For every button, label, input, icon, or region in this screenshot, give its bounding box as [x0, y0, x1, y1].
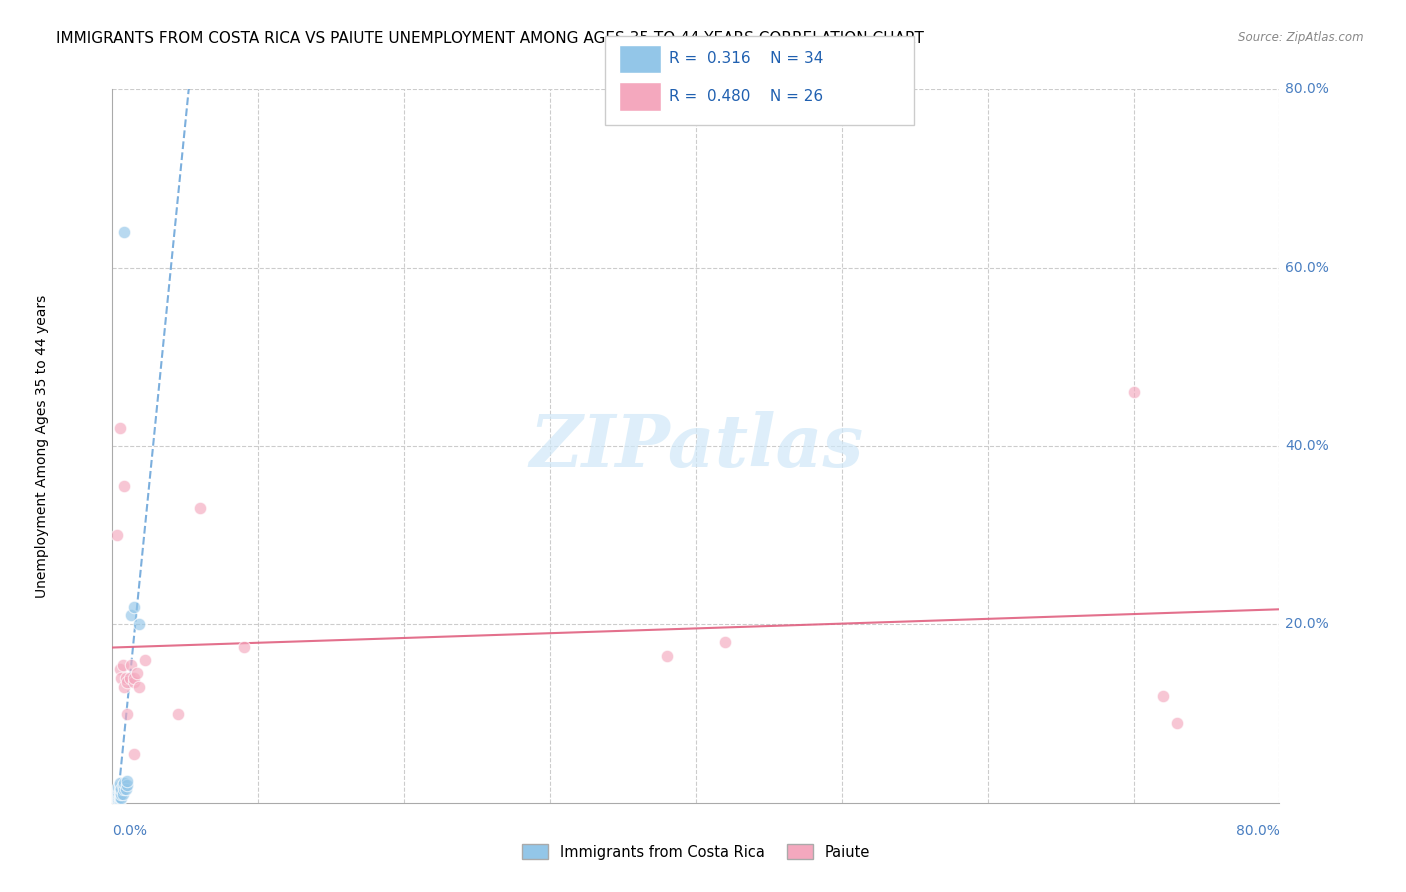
Point — [188, 501, 211, 516]
Point — [110, 671, 132, 685]
Point — [112, 479, 135, 493]
Point — [1166, 715, 1188, 730]
Point — [107, 789, 129, 803]
Point — [108, 785, 131, 799]
Point — [108, 787, 131, 801]
Point — [167, 706, 190, 721]
Legend: Immigrants from Costa Rica, Paiute: Immigrants from Costa Rica, Paiute — [515, 837, 877, 867]
Point — [124, 747, 146, 761]
Text: 60.0%: 60.0% — [1285, 260, 1329, 275]
Point — [112, 776, 135, 790]
Text: 80.0%: 80.0% — [1285, 82, 1329, 96]
Point — [108, 780, 131, 794]
Point — [114, 782, 136, 797]
Point — [107, 782, 129, 797]
Point — [118, 671, 141, 685]
Point — [107, 791, 129, 805]
Point — [108, 662, 131, 676]
Point — [124, 675, 146, 690]
Point — [110, 787, 132, 801]
Point — [108, 793, 131, 807]
Point — [128, 680, 150, 694]
Point — [115, 675, 138, 690]
Point — [107, 793, 129, 807]
Point — [105, 792, 128, 806]
Point — [114, 671, 136, 685]
Point — [112, 225, 135, 239]
Point — [1122, 385, 1144, 400]
Text: IMMIGRANTS FROM COSTA RICA VS PAIUTE UNEMPLOYMENT AMONG AGES 35 TO 44 YEARS CORR: IMMIGRANTS FROM COSTA RICA VS PAIUTE UNE… — [56, 31, 924, 46]
Text: 20.0%: 20.0% — [1285, 617, 1329, 632]
Point — [115, 778, 138, 792]
Point — [232, 640, 254, 654]
Text: Unemployment Among Ages 35 to 44 years: Unemployment Among Ages 35 to 44 years — [35, 294, 49, 598]
Point — [124, 671, 146, 685]
Point — [120, 608, 142, 623]
Point — [110, 782, 132, 797]
Point — [1152, 689, 1174, 703]
Point — [105, 793, 128, 807]
Point — [115, 773, 138, 788]
Text: R =  0.316    N = 34: R = 0.316 N = 34 — [669, 52, 824, 66]
Point — [134, 653, 156, 667]
Point — [108, 776, 131, 790]
Point — [105, 789, 128, 804]
Text: 80.0%: 80.0% — [1236, 824, 1279, 838]
Point — [111, 787, 134, 801]
Point — [112, 782, 135, 797]
Text: 0.0%: 0.0% — [112, 824, 148, 838]
Text: 40.0%: 40.0% — [1285, 439, 1329, 453]
Point — [107, 787, 129, 801]
Point — [128, 617, 150, 632]
Point — [108, 791, 131, 805]
Point — [655, 648, 678, 663]
Text: R =  0.480    N = 26: R = 0.480 N = 26 — [669, 89, 824, 103]
Point — [120, 657, 142, 672]
Point — [108, 421, 131, 435]
Point — [105, 791, 128, 805]
Point — [111, 657, 134, 672]
Point — [105, 787, 128, 801]
Point — [110, 791, 132, 805]
Point — [108, 782, 131, 797]
Text: ZIPatlas: ZIPatlas — [529, 410, 863, 482]
Point — [111, 778, 134, 792]
Point — [107, 785, 129, 799]
Point — [124, 599, 146, 614]
Point — [112, 680, 135, 694]
Point — [115, 706, 138, 721]
Point — [107, 780, 129, 794]
Point — [714, 635, 737, 649]
Point — [127, 666, 149, 681]
Point — [105, 528, 128, 542]
Text: Source: ZipAtlas.com: Source: ZipAtlas.com — [1239, 31, 1364, 45]
Point — [108, 789, 131, 804]
